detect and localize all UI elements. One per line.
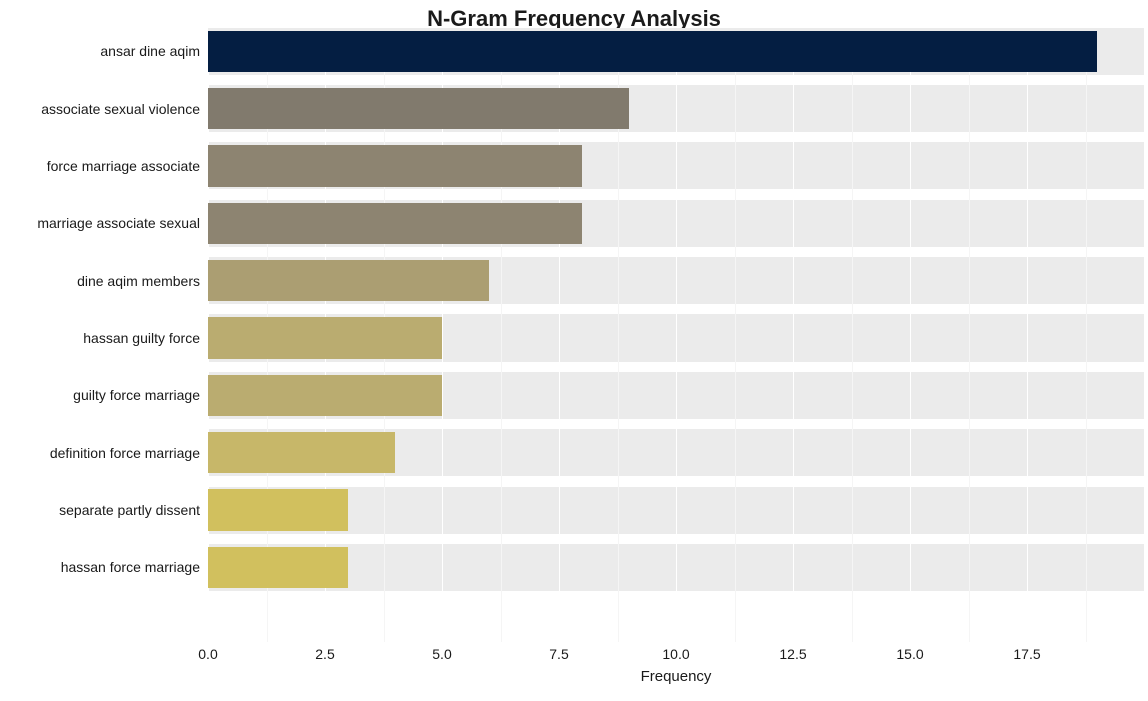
ngram-frequency-chart: N-Gram Frequency Analysis Frequency ansa… — [0, 0, 1148, 701]
bar — [208, 432, 395, 473]
y-tick-label: force marriage associate — [0, 158, 200, 174]
bar — [208, 145, 582, 186]
x-tick-label: 17.5 — [1013, 646, 1040, 662]
y-tick-label: guilty force marriage — [0, 387, 200, 403]
x-tick-label: 2.5 — [315, 646, 334, 662]
bar — [208, 317, 442, 358]
x-tick-label: 5.0 — [432, 646, 451, 662]
y-tick-label: ansar dine aqim — [0, 43, 200, 59]
y-tick-label: separate partly dissent — [0, 502, 200, 518]
grid-minor — [1086, 34, 1087, 642]
x-tick-label: 15.0 — [896, 646, 923, 662]
bar — [208, 260, 489, 301]
x-tick-label: 10.0 — [662, 646, 689, 662]
grid-major — [910, 34, 911, 642]
grid-minor — [735, 34, 736, 642]
bar — [208, 31, 1097, 72]
y-tick-label: definition force marriage — [0, 445, 200, 461]
grid-major — [793, 34, 794, 642]
y-tick-label: hassan guilty force — [0, 330, 200, 346]
x-tick-label: 12.5 — [779, 646, 806, 662]
y-tick-label: marriage associate sexual — [0, 215, 200, 231]
bar — [208, 375, 442, 416]
bar — [208, 203, 582, 244]
x-tick-label: 0.0 — [198, 646, 217, 662]
x-tick-label: 7.5 — [549, 646, 568, 662]
bar — [208, 489, 348, 530]
bar — [208, 547, 348, 588]
bar — [208, 88, 629, 129]
plot-area — [208, 34, 1144, 642]
y-tick-label: associate sexual violence — [0, 101, 200, 117]
y-tick-label: hassan force marriage — [0, 559, 200, 575]
grid-minor — [852, 34, 853, 642]
grid-major — [676, 34, 677, 642]
grid-minor — [969, 34, 970, 642]
x-axis-label: Frequency — [208, 668, 1144, 685]
grid-major — [1027, 34, 1028, 642]
y-tick-label: dine aqim members — [0, 273, 200, 289]
